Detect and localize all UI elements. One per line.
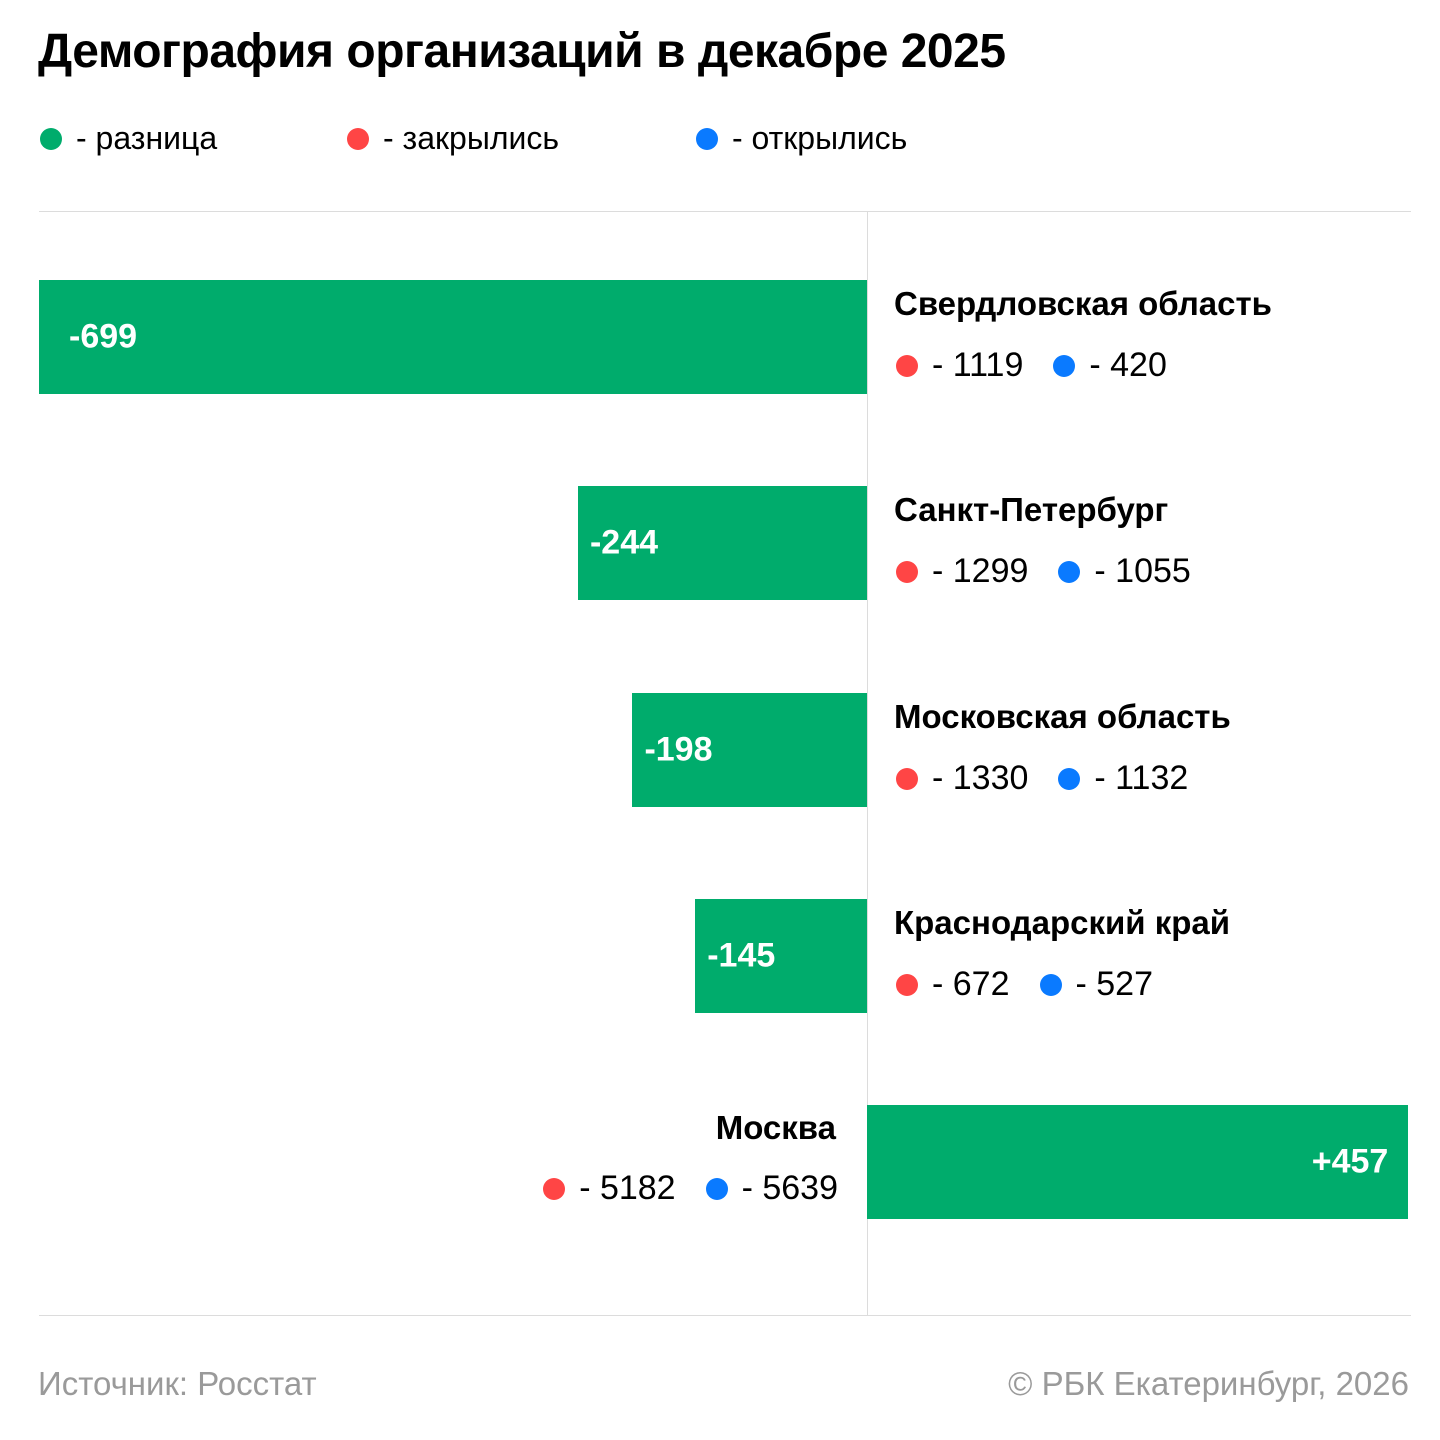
opened-count: - 527 [1039, 965, 1154, 1004]
chart-title: Демография организаций в декабре 2025 [38, 25, 1006, 78]
closed-count-value: - 1299 [932, 552, 1029, 590]
opened-count: - 5639 [705, 1169, 838, 1208]
zero-axis-line [867, 211, 868, 1315]
opened-count-value: - 5639 [741, 1169, 838, 1207]
region-label: Свердловская область [894, 285, 1272, 322]
closed-count: - 672 [896, 965, 1010, 1004]
copyright-note: © РБК Екатеринбург, 2026 [1008, 1365, 1409, 1402]
blue-dot-icon [1058, 560, 1081, 583]
bar-value-label: -244 [589, 523, 659, 562]
closed-count-value: - 1330 [932, 759, 1029, 797]
bar: -244 [577, 486, 867, 600]
bar-value-label: -198 [644, 730, 713, 769]
blue-dot-icon [1053, 354, 1076, 377]
blue-dot-icon [1039, 973, 1062, 996]
top-divider [39, 211, 1411, 212]
green-dot-icon [40, 127, 62, 150]
blue-dot-icon [696, 127, 718, 150]
region-counts: - 1330 - 1132 [896, 759, 1188, 798]
bar-value-label: +457 [1311, 1142, 1389, 1181]
blue-dot-icon [1058, 767, 1081, 790]
bar: +457 [867, 1105, 1409, 1219]
red-dot-icon [347, 127, 369, 150]
closed-count-value: - 672 [932, 965, 1010, 1003]
legend-label: - открылись [732, 120, 908, 156]
opened-count: - 420 [1053, 346, 1167, 385]
red-dot-icon [896, 767, 918, 790]
opened-count-value: - 527 [1075, 965, 1154, 1003]
legend-label: - закрылись [383, 120, 560, 156]
opened-count: - 1055 [1058, 552, 1191, 591]
legend-item-opened: - открылись [696, 120, 907, 157]
region-counts: - 5182 - 5639 [543, 1169, 838, 1208]
opened-count-value: - 420 [1089, 346, 1167, 384]
bar: -198 [632, 693, 867, 807]
legend-item-closed: - закрылись [347, 120, 559, 157]
closed-count-value: - 5182 [579, 1169, 676, 1207]
red-dot-icon [896, 354, 918, 377]
region-label: Санкт-Петербург [894, 491, 1169, 528]
closed-count: - 1299 [896, 552, 1028, 591]
closed-count-value: - 1119 [932, 346, 1024, 384]
opened-count-value: - 1132 [1094, 759, 1189, 797]
opened-count-value: - 1055 [1094, 552, 1191, 590]
region-label: Московская область [894, 698, 1231, 735]
bar-value-label: -145 [707, 936, 776, 975]
bar: -699 [39, 280, 867, 394]
red-dot-icon [896, 973, 918, 996]
region-label: Краснодарский край [894, 904, 1231, 941]
region-counts: - 1299 - 1055 [896, 552, 1191, 591]
legend-label: - разница [76, 120, 218, 156]
closed-count: - 1330 [896, 759, 1028, 798]
region-label: Москва [715, 1109, 836, 1146]
region-counts: - 1119 - 420 [896, 346, 1167, 385]
bar: -145 [695, 899, 867, 1013]
closed-count: - 1119 [896, 346, 1023, 385]
red-dot-icon [543, 1177, 566, 1200]
blue-dot-icon [705, 1177, 728, 1200]
closed-count: - 5182 [543, 1169, 676, 1208]
red-dot-icon [896, 560, 918, 583]
bar-value-label: -699 [69, 317, 138, 356]
opened-count: - 1132 [1058, 759, 1188, 798]
bottom-divider [39, 1315, 1411, 1316]
legend-item-difference: - разница [40, 120, 217, 157]
source-note: Источник: Росстат [38, 1365, 317, 1402]
region-counts: - 672 - 527 [896, 965, 1153, 1004]
